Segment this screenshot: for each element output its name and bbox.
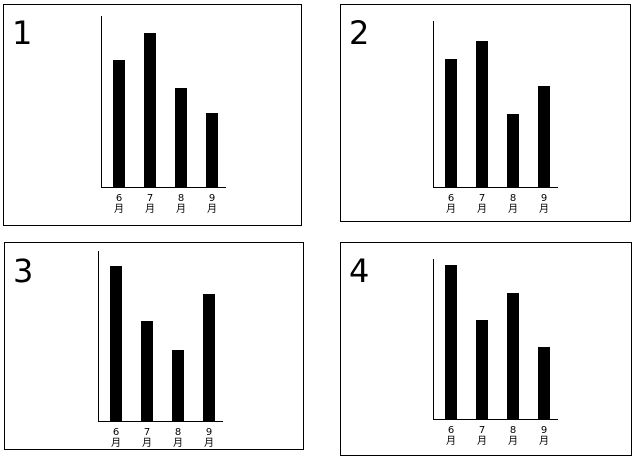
y-axis [98, 251, 99, 421]
x-axis [433, 419, 558, 420]
bar [538, 85, 550, 187]
chart-title: 2 [349, 14, 370, 52]
chart-panel: 1 6月 7月 8月 9月 [3, 4, 302, 226]
x-tick-label: 7月 [477, 193, 487, 215]
bar [445, 59, 457, 187]
bar [538, 347, 550, 419]
x-tick-label: 9月 [204, 427, 214, 449]
x-tick-label: 6月 [446, 425, 456, 447]
y-axis [433, 21, 434, 187]
bar [203, 293, 215, 421]
chart-panel: 3 6月 7月 8月 9月 [4, 242, 304, 450]
bar [507, 113, 519, 187]
bar [110, 266, 122, 421]
x-tick-label: 9月 [539, 193, 549, 215]
x-tick-label: 8月 [508, 425, 518, 447]
x-tick-label: 9月 [207, 193, 217, 215]
x-tick-label: 9月 [539, 425, 549, 447]
chart-panel: 4 6月 7月 8月 9月 [340, 242, 632, 456]
bar [206, 113, 218, 187]
y-axis [101, 16, 102, 187]
bar [113, 60, 125, 187]
x-tick-label: 7月 [477, 425, 487, 447]
bar [445, 265, 457, 419]
x-tick-label: 8月 [176, 193, 186, 215]
bar [172, 349, 184, 421]
chart-title: 3 [13, 252, 34, 290]
bar [507, 292, 519, 419]
chart-title: 1 [12, 14, 33, 52]
x-tick-label: 7月 [145, 193, 155, 215]
bar [175, 87, 187, 187]
chart-title: 4 [349, 252, 370, 290]
bar [144, 33, 156, 187]
x-tick-label: 6月 [446, 193, 456, 215]
x-tick-label: 7月 [142, 427, 152, 449]
bar [476, 319, 488, 419]
chart-panel: 2 6月 7月 8月 9月 [340, 4, 631, 222]
x-axis [101, 187, 226, 188]
x-tick-label: 6月 [114, 193, 124, 215]
x-tick-label: 6月 [111, 427, 121, 449]
y-axis [433, 259, 434, 419]
x-tick-label: 8月 [508, 193, 518, 215]
bar [476, 40, 488, 187]
x-tick-label: 8月 [173, 427, 183, 449]
x-axis [98, 421, 223, 422]
x-axis [433, 187, 558, 188]
bar [141, 320, 153, 421]
